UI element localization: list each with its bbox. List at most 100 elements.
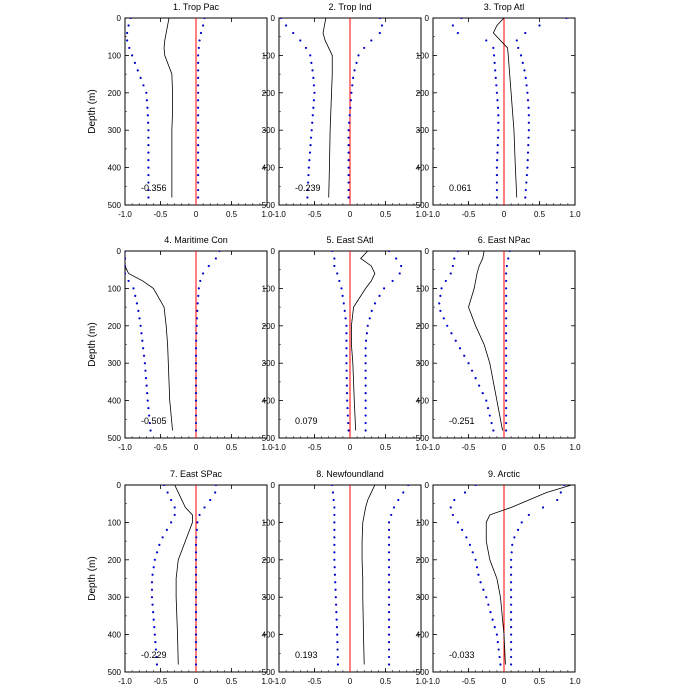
upper-bound-dot (194, 603, 198, 606)
y-tick-label: 100 (262, 284, 276, 293)
panel-data (125, 251, 221, 438)
lower-bound-dot (147, 129, 150, 132)
upper-bound-dot (365, 332, 368, 335)
lower-bound-dot (474, 485, 477, 487)
lower-bound-dot (312, 76, 315, 79)
upper-bound-dot (197, 84, 200, 87)
lower-bound-dot (146, 114, 149, 117)
lower-bound-dot (137, 309, 140, 312)
upper-bound-dot (387, 648, 391, 651)
lower-bound-dot (331, 251, 334, 253)
upper-bound-dot (510, 581, 513, 584)
y-tick-label: 300 (108, 593, 122, 602)
lower-bound-dot (128, 46, 131, 50)
y-tick-label: 400 (262, 631, 276, 640)
lower-bound-dot (485, 399, 488, 402)
x-tick-label: 0.5 (226, 443, 238, 452)
lower-bound-dot (334, 603, 338, 606)
lower-bound-dot (492, 46, 495, 50)
upper-bound-dot (507, 257, 510, 260)
lower-bound-dot (499, 663, 502, 666)
upper-bound-dot (505, 339, 508, 342)
upper-bound-dot (510, 626, 513, 629)
upper-bound-dot (519, 54, 523, 57)
upper-bound-dot (197, 129, 200, 132)
upper-bound-dot (357, 54, 360, 57)
lower-bound-dot (345, 362, 348, 365)
upper-bound-dot (510, 648, 513, 651)
lower-bound-dot (153, 626, 156, 629)
upper-bound-dot (364, 392, 367, 395)
upper-bound-dot (527, 121, 530, 124)
upper-bound-dot (505, 332, 508, 335)
y-tick-label: 200 (108, 89, 122, 98)
upper-bound-dot (366, 324, 369, 327)
lower-bound-dot (344, 317, 347, 320)
lower-bound-dot (142, 354, 146, 357)
upper-bound-dot (387, 618, 391, 621)
y-tick-label: 500 (416, 201, 430, 210)
upper-bound-dot (527, 114, 530, 117)
upper-bound-dot (373, 302, 377, 305)
y-tick-label: 400 (416, 397, 430, 406)
upper-bound-dot (387, 528, 391, 531)
lower-bound-dot (135, 302, 139, 305)
lower-bound-dot (336, 648, 339, 651)
upper-bound-dot (515, 39, 518, 42)
upper-bound-dot (194, 362, 198, 365)
y-tick-label: 200 (416, 556, 430, 565)
x-tick-label: -0.5 (308, 443, 322, 452)
lower-bound-dot (148, 414, 151, 417)
lower-bound-dot (308, 151, 312, 154)
y-tick-label: 400 (262, 164, 276, 173)
x-tick-label: -1.0 (272, 677, 286, 686)
lower-bound-dot (306, 188, 309, 192)
panel-9: 9. Arctic -1.0 -0.5 0 0.5 1.0 0 100 200 300 400 500… (416, 469, 581, 686)
upper-bound-dot (505, 414, 508, 417)
y-tick-label: 0 (425, 247, 430, 256)
upper-bound-dot (214, 485, 217, 487)
upper-bound-dot (347, 166, 350, 169)
upper-bound-dot (387, 566, 391, 569)
upper-bound-dot (194, 611, 198, 614)
lower-bound-dot (495, 173, 498, 177)
lower-bound-dot (333, 506, 336, 509)
lower-bound-dot (147, 181, 150, 184)
upper-bound-dot (364, 384, 367, 387)
panel-title: 7. East SPac (170, 469, 223, 479)
upper-bound-dot (195, 332, 198, 335)
upper-bound-dot (194, 581, 198, 584)
lower-bound-dot (144, 369, 147, 372)
lower-bound-dot (449, 506, 452, 509)
lower-bound-dot (461, 528, 464, 531)
upper-bound-dot (194, 663, 198, 666)
upper-bound-dot (347, 151, 350, 154)
upper-bound-dot (398, 272, 401, 275)
y-axis-label: Depth (m) (87, 89, 98, 133)
upper-bound-dot (199, 279, 202, 283)
y-tick-label: 300 (108, 359, 122, 368)
lower-bound-dot (451, 513, 454, 517)
upper-bound-dot (198, 39, 201, 42)
lower-bound-dot (308, 159, 311, 162)
lower-bound-dot (145, 99, 148, 102)
upper-bound-dot (390, 513, 393, 517)
lower-bound-dot (342, 302, 345, 305)
upper-bound-dot (194, 384, 198, 387)
upper-bound-dot (197, 91, 200, 94)
lower-bound-dot (345, 384, 348, 387)
upper-bound-dot (395, 257, 398, 260)
upper-bound-dot (194, 566, 198, 569)
upper-bound-dot (197, 46, 200, 50)
upper-bound-dot (538, 24, 541, 27)
upper-bound-dot (197, 196, 200, 199)
upper-bound-dot (202, 24, 205, 27)
lower-bound-dot (311, 69, 314, 72)
lower-bound-dot (338, 279, 341, 283)
upper-bound-dot (527, 513, 530, 517)
lower-bound-dot (310, 61, 313, 64)
upper-bound-dot (364, 339, 368, 342)
lower-bound-dot (333, 257, 336, 260)
lower-bound-dot (147, 166, 150, 169)
lower-bound-dot (333, 536, 336, 539)
